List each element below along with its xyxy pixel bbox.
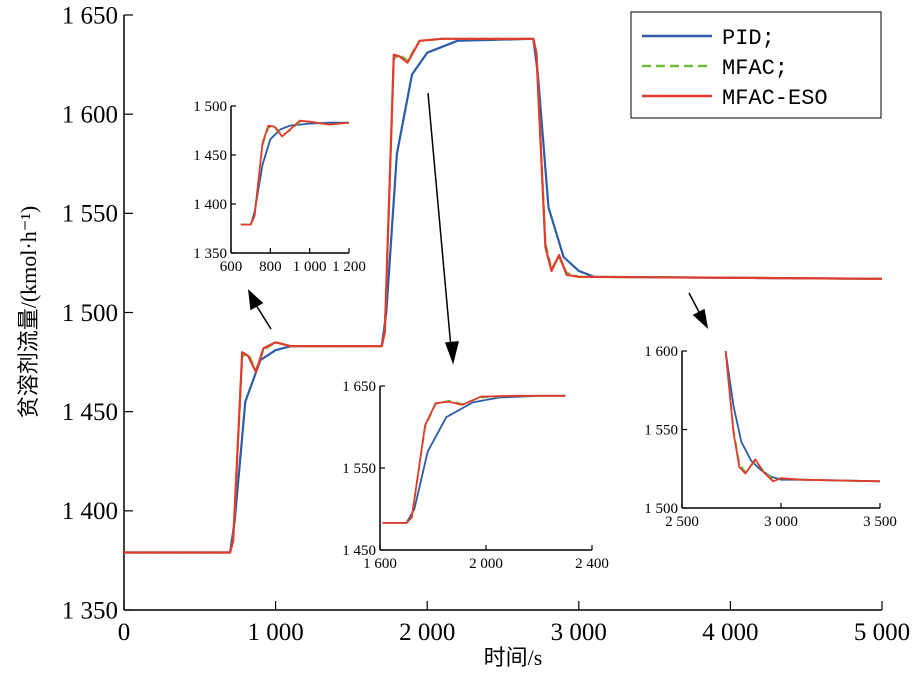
y-tick-label: 1 450 (62, 399, 118, 426)
series-line-pid (124, 37, 883, 554)
legend-label-mfac: MFAC; (722, 56, 788, 81)
arrow-to-inset-2 (427, 92, 452, 349)
inset-1-x-tick-label: 1 200 (332, 259, 366, 275)
x-tick-label: 5 000 (854, 619, 910, 646)
legend-label-mfac-eso: MFAC-ESO (722, 86, 828, 111)
inset-2-y-tick-label: 1 650 (342, 379, 376, 395)
inset-2-series-line-mfac-eso (382, 394, 566, 524)
arrow-head-inset-2 (444, 341, 459, 365)
inset-3-series-line-mfac (724, 350, 881, 483)
inset-1-x-tick-label: 1 000 (293, 259, 327, 275)
inset-3-x-tick-label: 3 000 (764, 514, 798, 530)
x-tick-label: 3 000 (551, 619, 607, 646)
series-line-mfac-eso (124, 37, 883, 554)
legend: PID; MFAC; MFAC-ESO (630, 11, 882, 119)
inset-1-y-tick-label: 1 400 (193, 197, 227, 213)
inset-3-y-tick-label: 1 500 (644, 501, 678, 517)
inset-3-series-line-mfac-eso (724, 350, 881, 483)
inset-1-y-tick-label: 1 450 (193, 148, 227, 164)
inset-2-series-line-pid (382, 394, 566, 524)
inset-3-y-tick-label: 1 550 (644, 422, 678, 438)
inset-2-x-tick-label: 2 000 (469, 556, 503, 572)
x-axis-title: 时间/s (484, 645, 543, 670)
y-tick-label: 1 650 (62, 2, 118, 29)
y-axis-title: 贫溶剂流量/(kmol·h⁻¹) (16, 206, 41, 419)
x-tick-label: 1 000 (247, 619, 303, 646)
inset-1-y-tick-label: 1 500 (193, 99, 227, 115)
inset-3-x-tick-label: 2 500 (665, 514, 699, 530)
inset-1-series-line-mfac (240, 120, 350, 226)
inset-2-y-tick-label: 1 450 (342, 543, 376, 559)
inset-chart-2: 1 450 1 550 1 650 1 600 2 000 2 400 (342, 379, 609, 572)
inset-2-series-line-mfac (382, 394, 566, 524)
inset-chart-1: 1 350 1 400 1 450 1 500 600 800 1 000 1 200 (193, 99, 366, 275)
inset-1-x-tick-label: 600 (220, 259, 243, 275)
arrow-head-inset-3 (692, 308, 709, 330)
inset-3-x-tick-label: 3 500 (863, 514, 897, 530)
arrow-to-inset-3 (688, 292, 700, 313)
annotation-arrows (248, 92, 709, 365)
inset-1-y-tick-label: 1 350 (193, 246, 227, 262)
inset-3-series-line-pid (724, 350, 881, 483)
x-tick-label: 0 (118, 619, 131, 646)
inset-2-x-tick-label: 1 600 (363, 556, 397, 572)
inset-1-series-line-pid (240, 121, 349, 226)
y-tick-label: 1 500 (62, 300, 118, 327)
y-tick-label: 1 600 (62, 101, 118, 128)
x-tick-label: 4 000 (702, 619, 758, 646)
inset-1-x-tick-label: 800 (259, 259, 282, 275)
y-tick-label: 1 350 (62, 597, 118, 624)
main-plot: 1 350 1 400 1 450 1 500 1 550 1 600 1 650 0 1 00… (62, 2, 910, 646)
inset-chart-3: 1 500 1 550 1 600 2 500 3 000 3 500 (644, 344, 897, 530)
inset-2-x-tick-label: 2 400 (575, 556, 609, 572)
y-tick-label: 1 550 (62, 201, 118, 228)
inset-2-y-tick-label: 1 550 (342, 461, 376, 477)
inset-3-y-tick-label: 1 600 (644, 344, 678, 360)
arrow-head-inset-1 (248, 289, 264, 311)
legend-label-pid: PID; (722, 26, 775, 51)
arrow-to-inset-1 (255, 304, 272, 330)
inset-1-series-line-mfac-eso (240, 119, 350, 226)
x-tick-label: 2 000 (399, 619, 455, 646)
y-tick-label: 1 400 (62, 498, 118, 525)
